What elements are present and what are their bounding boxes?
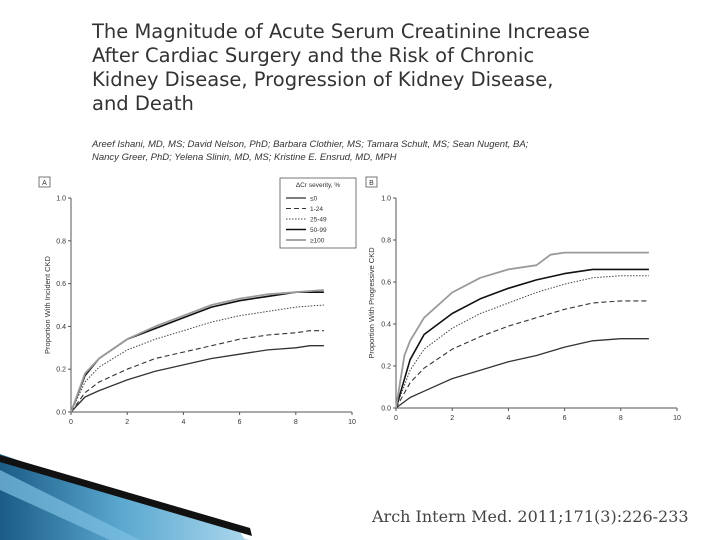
title-line: and Death: [92, 92, 194, 115]
ribbon-shape: [0, 455, 252, 536]
series-line: [70, 330, 324, 413]
x-tick-label: 4: [181, 419, 185, 426]
panel-label: A: [42, 180, 47, 187]
ribbon-shape: [0, 470, 140, 540]
legend-entry-label: 50-99: [310, 227, 327, 234]
panel-label-box: [38, 176, 51, 188]
x-tick-label: 8: [294, 419, 298, 426]
title-line: The Magnitude of Acute Serum Creatinine …: [92, 20, 590, 43]
y-tick-label: 0.0: [56, 410, 66, 417]
series-line: [395, 275, 649, 409]
y-tick-label: 0.6: [56, 281, 66, 288]
y-tick-label: 1.0: [381, 196, 391, 203]
x-tick-label: 0: [69, 419, 73, 426]
series-line: [70, 289, 324, 413]
x-tick-label: 10: [348, 419, 356, 426]
x-tick-label: 2: [450, 415, 454, 422]
series-line: [395, 300, 649, 409]
author-line: Nancy Greer, PhD; Yelena Slinin, MD, MS;…: [92, 152, 397, 163]
legend-entry-label: 25-49: [310, 217, 327, 224]
y-tick-label: 0.0: [381, 406, 391, 413]
title-line: Kidney Disease, Progression of Kidney Di…: [92, 68, 554, 91]
legend-entry-label: ≤0: [310, 196, 318, 203]
series-line: [395, 268, 649, 409]
x-tick-label: 10: [673, 415, 681, 422]
x-tick-label: 8: [619, 415, 623, 422]
y-tick-label: 0.8: [381, 238, 391, 245]
legend-entry-label: ≥100: [310, 238, 325, 245]
legend-box: [279, 177, 357, 249]
y-axis-label: Proportion With Progressive CKD: [367, 247, 376, 359]
y-tick-label: 0.4: [381, 322, 391, 329]
y-tick-label: 1.0: [56, 196, 66, 203]
y-tick-label: 0.4: [56, 324, 66, 331]
series-line: [395, 251, 649, 409]
x-tick-label: 6: [563, 415, 567, 422]
series-line: [70, 345, 324, 413]
series-line: [395, 338, 649, 409]
x-tick-label: 2: [125, 419, 129, 426]
author-line: Areef Ishani, MD, MS; David Nelson, PhD;…: [92, 139, 529, 150]
citation: Arch Intern Med. 2011;171(3):226-233: [372, 507, 689, 526]
panel-label: B: [369, 180, 374, 187]
y-tick-label: 0.2: [56, 367, 66, 374]
x-tick-label: 6: [238, 419, 242, 426]
y-axis-label: Proportion With Incident CKD: [43, 255, 52, 354]
y-tick-label: 0.2: [381, 364, 391, 371]
x-tick-label: 0: [394, 415, 398, 422]
panel-label-box: [365, 176, 378, 188]
x-tick-label: 4: [506, 415, 510, 422]
author-list: Areef Ishani, MD, MS; David Nelson, PhD;…: [92, 138, 528, 164]
y-tick-label: 0.8: [56, 238, 66, 245]
legend-entry-label: 1-24: [310, 206, 323, 213]
title-line: After Cardiac Surgery and the Risk of Ch…: [92, 44, 535, 67]
slide-title: The Magnitude of Acute Serum Creatinine …: [92, 20, 652, 116]
legend-title: ΔCr severity, %: [296, 182, 341, 189]
y-tick-label: 0.6: [381, 280, 391, 287]
